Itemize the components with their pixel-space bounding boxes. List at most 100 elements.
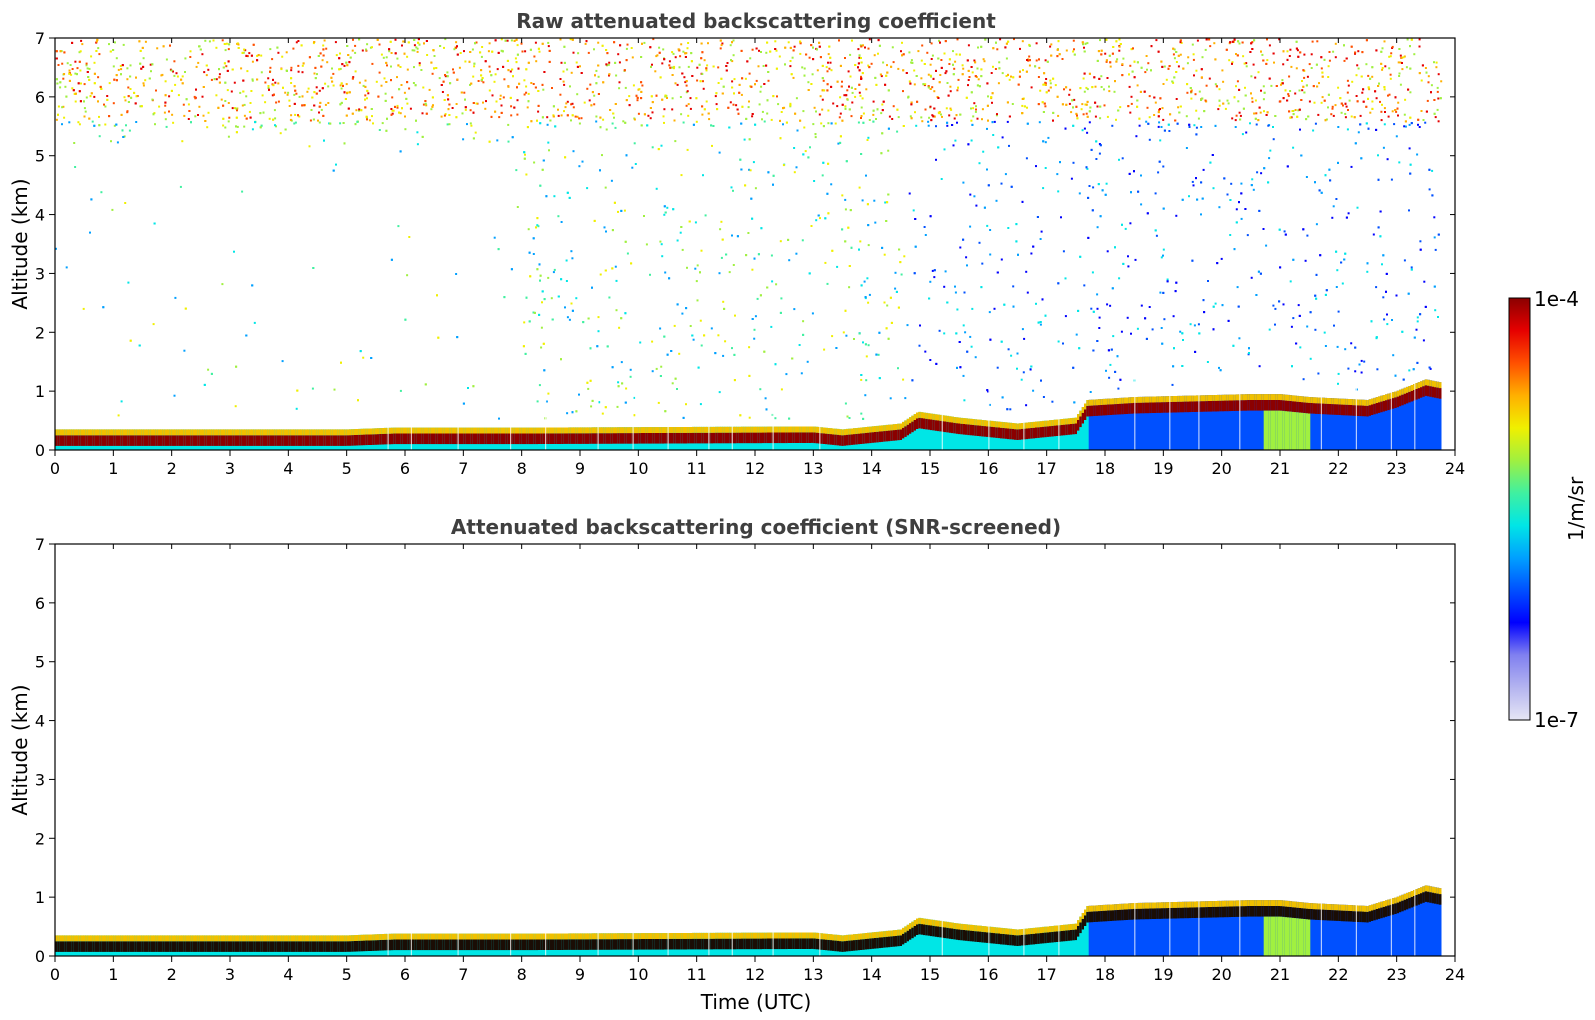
noise-speckle	[425, 40, 428, 42]
noise-speckle	[1038, 66, 1041, 69]
noise-speckle	[1279, 100, 1282, 103]
layer-edge	[153, 429, 156, 436]
layer-band	[370, 434, 373, 445]
noise-speckle	[1337, 372, 1340, 375]
noise-speckle	[708, 118, 711, 121]
noise-speckle	[749, 57, 752, 60]
noise-speckle	[633, 118, 636, 121]
noise-speckle	[207, 368, 210, 371]
noise-speckle	[1327, 93, 1330, 96]
noise-speckle	[1346, 79, 1349, 82]
noise-speckle	[1366, 262, 1369, 265]
noise-speckle	[591, 399, 594, 402]
noise-speckle	[720, 220, 723, 223]
noise-speckle	[1273, 61, 1275, 64]
noise-speckle	[1133, 76, 1136, 79]
noise-speckle	[1044, 314, 1047, 317]
layer-edge	[402, 427, 406, 434]
noise-speckle	[1346, 91, 1349, 94]
noise-speckle	[751, 115, 754, 118]
noise-speckle	[1121, 63, 1124, 66]
noise-speckle	[352, 76, 355, 79]
noise-speckle	[700, 249, 703, 252]
layer-band	[260, 435, 264, 446]
noise-speckle	[504, 39, 507, 42]
noise-speckle	[868, 66, 871, 69]
noise-speckle	[846, 98, 849, 101]
noise-speckle	[1259, 111, 1262, 114]
noise-speckle	[430, 61, 433, 64]
noise-speckle	[973, 102, 976, 105]
noise-speckle	[1363, 360, 1366, 363]
noise-speckle	[959, 366, 962, 369]
noise-speckle	[1238, 337, 1241, 340]
noise-speckle	[1208, 77, 1211, 80]
noise-speckle	[198, 105, 201, 108]
noise-speckle	[494, 110, 497, 113]
noise-speckle	[1181, 198, 1184, 201]
noise-speckle	[1196, 39, 1199, 42]
noise-speckle	[1019, 70, 1021, 73]
noise-speckle	[872, 113, 875, 116]
noise-speckle	[1098, 152, 1101, 155]
noise-speckle	[687, 65, 690, 68]
noise-speckle	[307, 87, 310, 90]
layer-edge	[318, 429, 322, 436]
noise-speckle	[1136, 327, 1139, 330]
noise-speckle	[875, 118, 877, 120]
noise-speckle	[897, 367, 899, 370]
noise-speckle	[951, 124, 954, 126]
noise-speckle	[643, 215, 645, 217]
noise-speckle	[242, 51, 245, 54]
noise-speckle	[666, 206, 669, 209]
noise-speckle	[1437, 120, 1440, 123]
noise-speckle	[733, 78, 736, 81]
noise-speckle	[1267, 181, 1270, 184]
noise-speckle	[462, 138, 465, 141]
noise-speckle	[1004, 173, 1007, 176]
noise-speckle	[996, 48, 999, 51]
noise-speckle	[660, 144, 663, 147]
noise-speckle	[1037, 76, 1040, 78]
noise-speckle	[691, 334, 694, 337]
noise-speckle	[821, 98, 824, 101]
layer-edge	[192, 429, 196, 436]
noise-speckle	[929, 105, 932, 108]
noise-speckle	[536, 224, 539, 227]
noise-speckle	[1005, 75, 1008, 77]
noise-speckle	[375, 80, 378, 83]
noise-speckle	[329, 122, 332, 125]
noise-speckle	[406, 274, 409, 277]
noise-speckle	[1072, 366, 1075, 369]
noise-speckle	[225, 42, 228, 45]
noise-speckle	[1157, 171, 1160, 174]
layer-edge	[169, 429, 173, 436]
noise-speckle	[1092, 310, 1095, 313]
layer-edge	[290, 429, 294, 436]
noise-speckle	[815, 219, 818, 222]
noise-speckle	[538, 50, 541, 53]
noise-speckle	[902, 90, 904, 93]
noise-speckle	[108, 43, 110, 46]
noise-speckle	[1042, 396, 1045, 398]
layer-band	[267, 435, 271, 446]
noise-speckle	[779, 137, 782, 140]
layer-band	[531, 433, 534, 445]
noise-speckle	[144, 79, 147, 82]
noise-speckle	[539, 122, 542, 125]
noise-speckle	[1056, 48, 1059, 51]
noise-speckle	[1385, 290, 1387, 293]
noise-speckle	[142, 84, 145, 87]
noise-speckle	[860, 284, 863, 287]
noise-speckle	[404, 115, 406, 118]
noise-speckle	[339, 122, 342, 125]
noise-speckle	[56, 82, 59, 85]
noise-speckle	[1288, 110, 1291, 113]
noise-speckle	[446, 94, 449, 97]
noise-speckle	[287, 91, 290, 94]
noise-speckle	[1088, 121, 1091, 124]
noise-speckle	[628, 104, 631, 107]
noise-speckle	[993, 307, 996, 310]
layer-band	[325, 435, 329, 446]
layer-band	[69, 435, 72, 446]
